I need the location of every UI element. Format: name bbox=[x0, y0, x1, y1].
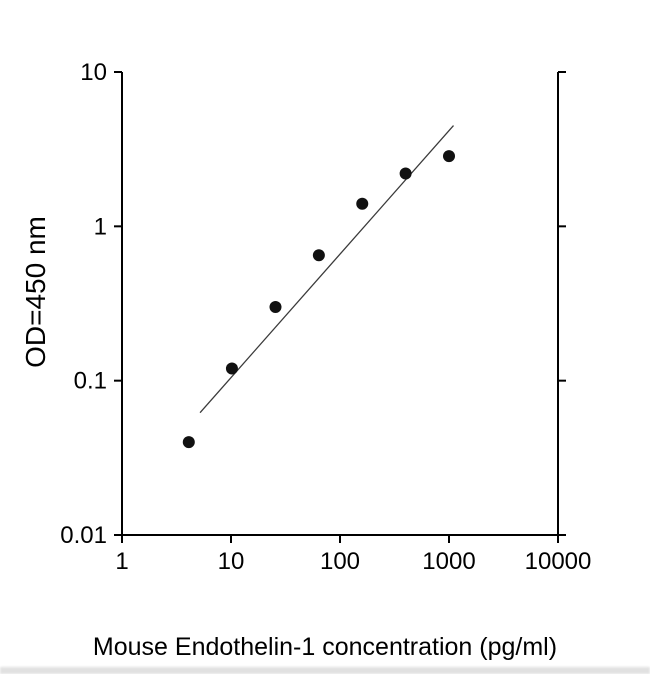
data-point bbox=[269, 301, 282, 314]
x-tick-label: 1 bbox=[115, 548, 128, 575]
data-point bbox=[182, 436, 195, 449]
y-tick-label: 0.1 bbox=[74, 368, 107, 395]
x-tick-label: 10 bbox=[218, 548, 245, 575]
x-tick-label: 100 bbox=[320, 548, 360, 575]
x-tick-label: 1000 bbox=[422, 548, 475, 575]
trend-line bbox=[199, 125, 454, 414]
data-point bbox=[312, 249, 325, 262]
x-axis-caption: Mouse Endothelin-1 concentration (pg/ml) bbox=[92, 633, 558, 661]
y-tick-label: 10 bbox=[80, 59, 107, 86]
bottom-artifact-strip bbox=[0, 667, 650, 674]
y-tick-label: 1 bbox=[94, 213, 107, 240]
data-point bbox=[356, 197, 369, 210]
data-point bbox=[225, 362, 238, 375]
x-tick-label: 10000 bbox=[525, 548, 592, 575]
y-axis-label: OD=450 nm bbox=[20, 216, 51, 368]
data-point bbox=[443, 150, 455, 163]
data-point bbox=[399, 167, 412, 180]
y-tick-label: 0.01 bbox=[60, 522, 107, 549]
